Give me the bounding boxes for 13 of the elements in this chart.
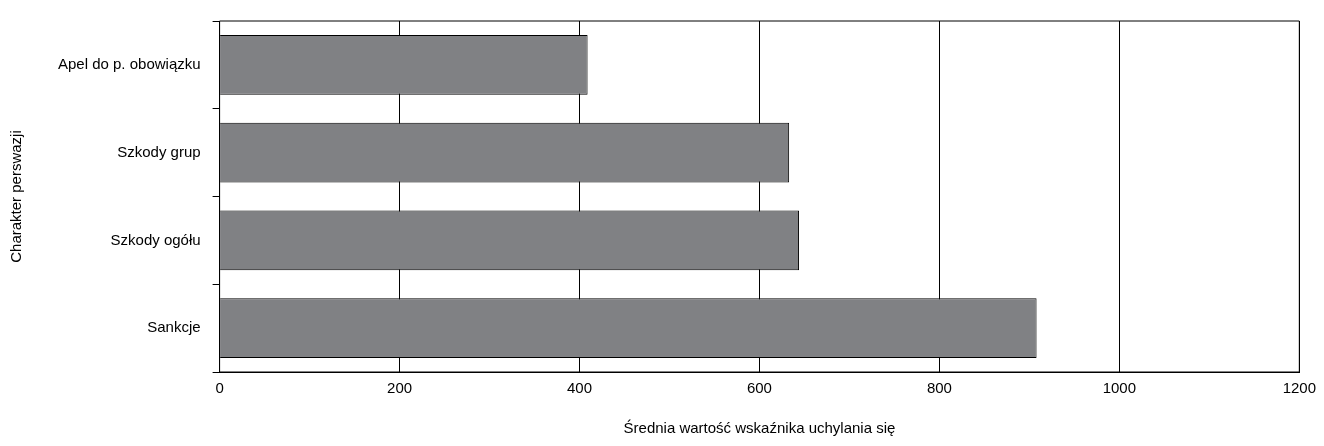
x-tick-label: 400 [566, 379, 593, 397]
y-tick-label: Szkody ogółu [110, 230, 201, 248]
y-tick-label: Szkody grup [117, 142, 201, 160]
x-tick-label: 1200 [1282, 379, 1316, 397]
y-tick-label: Sankcje [147, 318, 201, 336]
y-axis-title: Charakter perswazji [7, 130, 25, 263]
x-tick-label: 600 [746, 379, 772, 397]
x-tick-label: 0 [215, 379, 224, 397]
x-tick-label: 200 [387, 379, 413, 397]
x-axis-title: Średnia wartość wskaźnika uchylania się [623, 419, 896, 437]
x-tick-label: 800 [926, 379, 952, 397]
y-tick-label: Apel do p. obowiązku [57, 55, 201, 73]
x-tick-label: 1000 [1102, 379, 1137, 397]
